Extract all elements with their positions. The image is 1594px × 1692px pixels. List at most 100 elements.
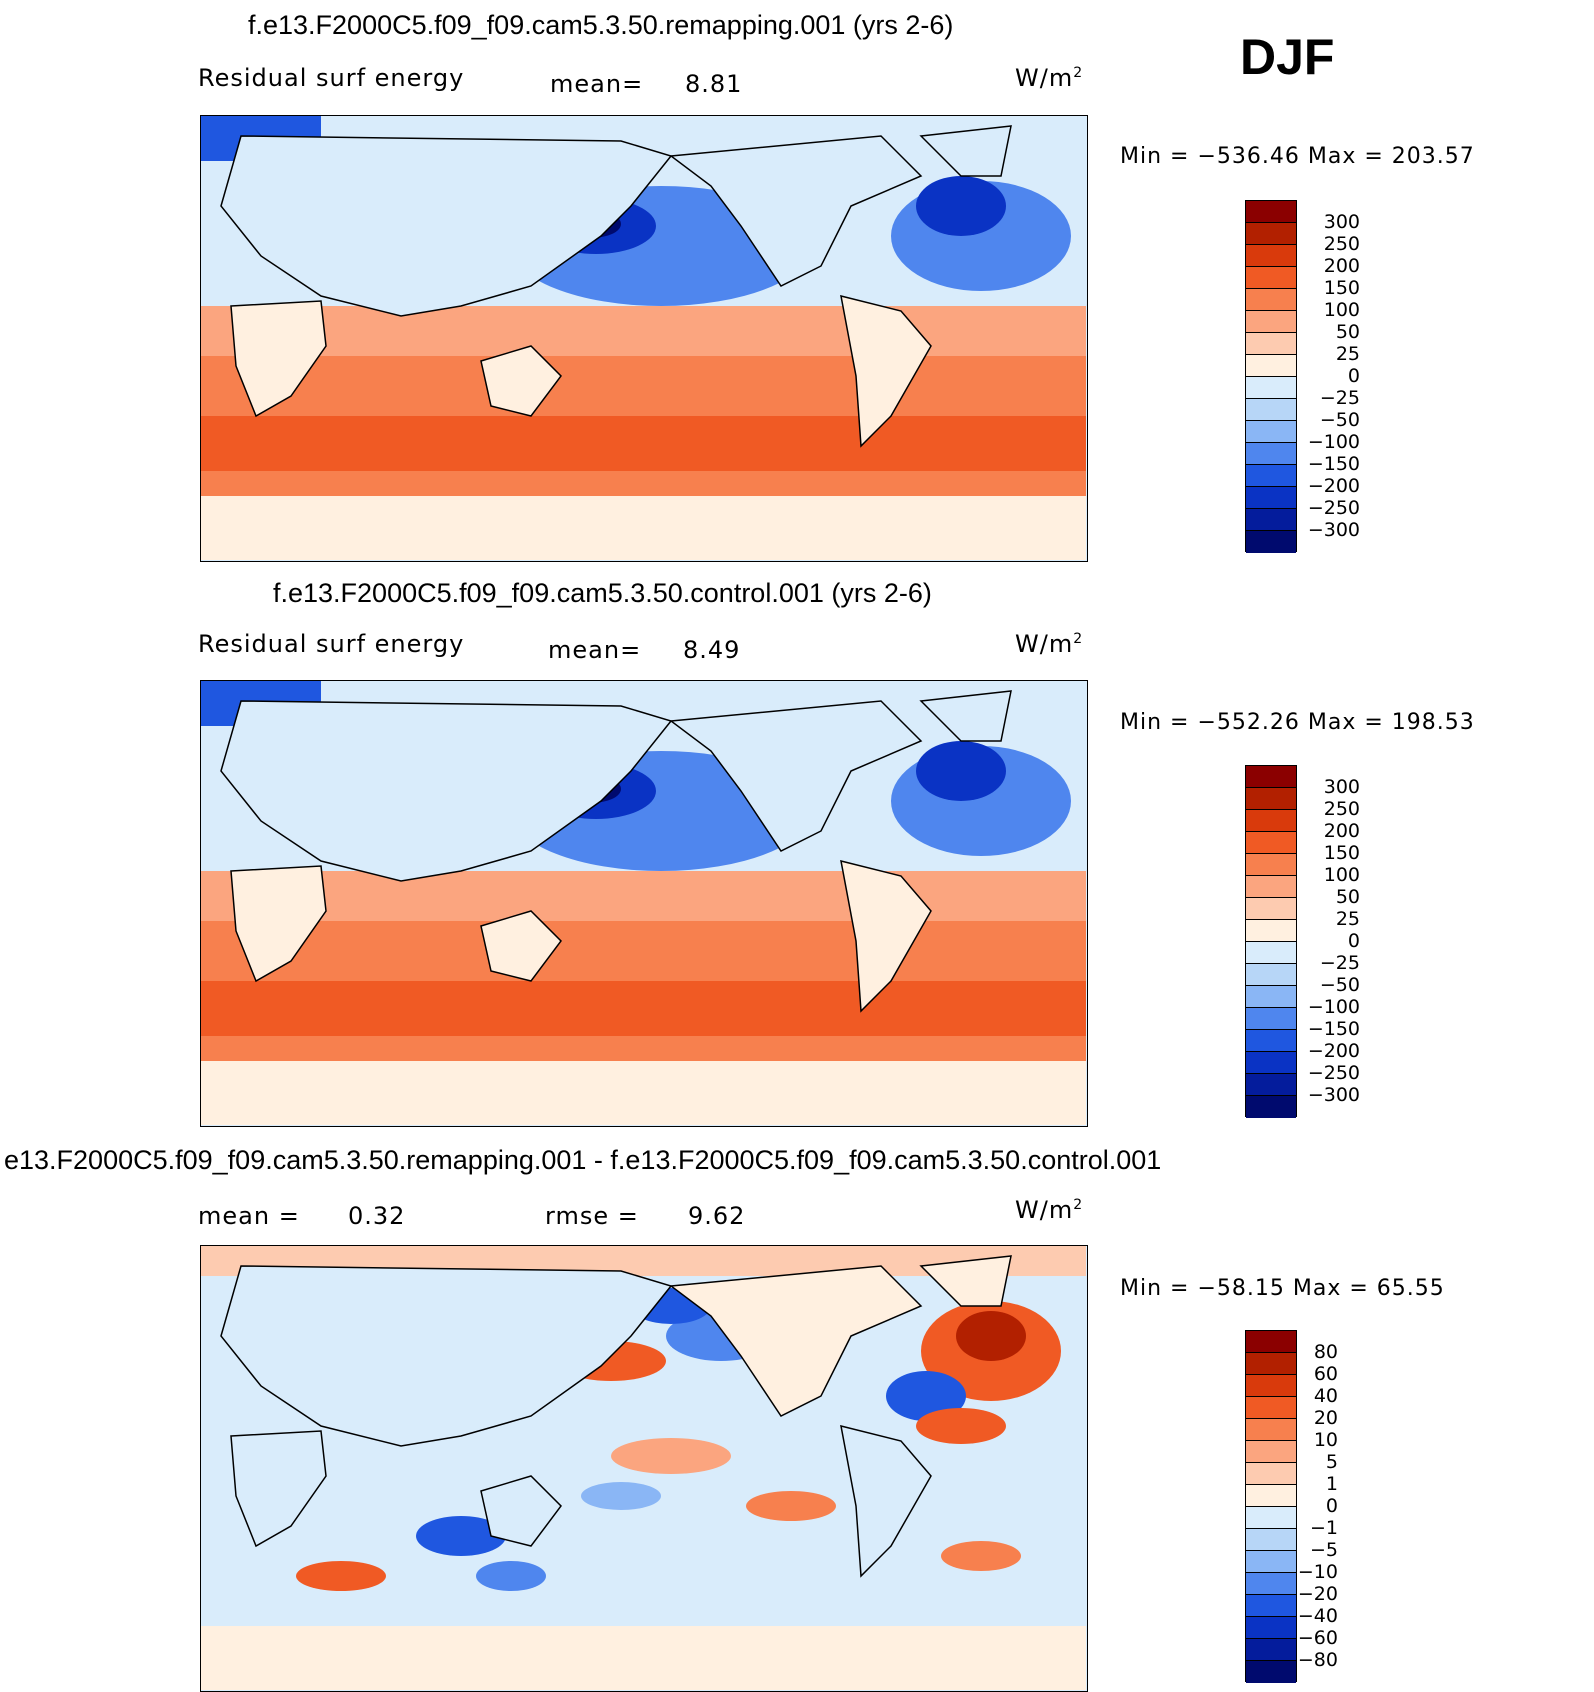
panel3-anomaly-patch [476, 1561, 546, 1591]
panel3-greenland [919, 1255, 1012, 1307]
panel1-colorbar-tick: 0 [1347, 365, 1360, 387]
panel3-colorbar-tick: 20 [1313, 1407, 1338, 1429]
panel1-colorbar-swatch [1246, 509, 1296, 531]
panel3-colorbar-swatch [1246, 1331, 1296, 1353]
panel3-colorbar-swatch [1246, 1507, 1296, 1529]
panel3-colorbar-tick: 10 [1313, 1429, 1338, 1451]
panel1-antarctica [201, 496, 1086, 560]
panel3-colorbar-tick: 60 [1313, 1363, 1338, 1385]
panel1-title: f.e13.F2000C5.f09_f09.cam5.3.50.remappin… [248, 10, 954, 40]
panel1-colorbar-swatch [1246, 531, 1296, 553]
panel3-colorbar-tick: −20 [1297, 1583, 1338, 1605]
panel2-mean-value: 8.49 [683, 636, 741, 664]
panel3-units: W/m2 [1015, 1196, 1084, 1224]
panel1-tropical-band [201, 306, 1086, 356]
panel1-colorbar-swatch [1246, 421, 1296, 443]
panel1-south-america [840, 294, 932, 448]
panel2-mean-label: mean= [548, 636, 642, 664]
panel3-map [200, 1245, 1088, 1692]
panel1-australia [480, 345, 562, 417]
panel2-colorbar-tick: 0 [1347, 930, 1360, 952]
panel1-colorbar-tick: −250 [1307, 497, 1360, 519]
panel2-colorbar-swatch [1246, 986, 1296, 1008]
panel1-colorbar-tick: −150 [1307, 453, 1360, 475]
panel1-min-max: Min = −536.46 Max = 203.57 [1120, 144, 1475, 169]
panel2-colorbar-tick: 50 [1335, 886, 1360, 908]
panel2-min-max: Min = −552.26 Max = 198.53 [1120, 710, 1475, 735]
panel1-north-america [668, 135, 923, 287]
panel3-colorbar [1245, 1330, 1297, 1683]
panel2-colorbar-swatch [1246, 920, 1296, 942]
panel1-colorbar-tick: −25 [1319, 387, 1360, 409]
panel3-colorbar-swatch [1246, 1463, 1296, 1485]
panel2-eurasia [220, 700, 673, 882]
panel1-colorbar-swatch [1246, 223, 1296, 245]
panel3-anomaly-patch [296, 1561, 386, 1591]
panel2-map [200, 680, 1088, 1127]
panel1-colorbar-swatch [1246, 377, 1296, 399]
panel3-colorbar-swatch [1246, 1661, 1296, 1683]
panel3-colorbar-swatch [1246, 1375, 1296, 1397]
panel2-colorbar-swatch [1246, 1008, 1296, 1030]
panel2-colorbar-tick: −100 [1307, 996, 1360, 1018]
panel1-colorbar-swatch [1246, 201, 1296, 223]
panel3-australia [480, 1475, 562, 1547]
panel3-anomaly-patch [416, 1516, 506, 1556]
panel2-colorbar-swatch [1246, 832, 1296, 854]
panel2-colorbar-tick: 300 [1323, 776, 1360, 798]
panel2-colorbar-swatch [1246, 942, 1296, 964]
panel1-colorbar-tick: 100 [1323, 299, 1360, 321]
panel1-colorbar-swatch [1246, 267, 1296, 289]
panel2-tropical-band [201, 871, 1086, 921]
panel3-colorbar-swatch [1246, 1595, 1296, 1617]
panel2-colorbar-swatch [1246, 1052, 1296, 1074]
panel2-colorbar-swatch [1246, 1074, 1296, 1096]
panel3-anomaly-patch [886, 1371, 966, 1421]
panel3-min-max: Min = −58.15 Max = 65.55 [1120, 1276, 1445, 1301]
panel3-colorbar-tick: −80 [1297, 1649, 1338, 1671]
panel2-colorbar-swatch [1246, 876, 1296, 898]
panel3-eurasia [220, 1265, 673, 1447]
panel1-colorbar-swatch [1246, 289, 1296, 311]
panel3-rmse-label: rmse = [545, 1202, 639, 1230]
panel3-colorbar-tick: 40 [1313, 1385, 1338, 1407]
panel2-units: W/m2 [1015, 630, 1084, 658]
panel3-anomaly-patch [581, 1482, 661, 1510]
panel3-anomaly-patch [746, 1491, 836, 1521]
panel1-colorbar-swatch [1246, 443, 1296, 465]
panel2-colorbar-swatch [1246, 1030, 1296, 1052]
panel1-gulf-stream [916, 176, 1006, 236]
panel3-colorbar-tick: −5 [1309, 1539, 1338, 1561]
panel2-colorbar-swatch [1246, 1096, 1296, 1118]
panel1-colorbar-swatch [1246, 399, 1296, 421]
panel3-colorbar-swatch [1246, 1573, 1296, 1595]
panel3-antarctica [201, 1626, 1086, 1690]
panel1-colorbar-swatch [1246, 245, 1296, 267]
panel2-title: f.e13.F2000C5.f09_f09.cam5.3.50.control.… [273, 578, 932, 608]
panel2-gulf-stream [916, 741, 1006, 801]
panel3-colorbar-swatch [1246, 1419, 1296, 1441]
panel1-colorbar-tick: 300 [1323, 211, 1360, 233]
panel1-eurasia [220, 135, 673, 317]
panel2-colorbar-swatch [1246, 788, 1296, 810]
panel3-colorbar-swatch [1246, 1485, 1296, 1507]
panel1-mean-label: mean= [550, 70, 644, 98]
panel1-colorbar-tick: 25 [1335, 343, 1360, 365]
panel2-colorbar-tick: −150 [1307, 1018, 1360, 1040]
panel3-africa [230, 1430, 327, 1548]
panel1-units: W/m2 [1015, 64, 1084, 92]
panel2-colorbar-tick: −200 [1307, 1040, 1360, 1062]
panel2-variable-label: Residual surf energy [198, 630, 465, 658]
panel1-map-svg [201, 116, 1086, 560]
panel3-colorbar-swatch [1246, 1617, 1296, 1639]
panel3-anomaly-patch [956, 1311, 1026, 1361]
panel3-colorbar-tick: −1 [1309, 1517, 1338, 1539]
panel2-southern-storm-band [201, 981, 1086, 1036]
panel3-rmse-value: 9.62 [688, 1202, 746, 1230]
panel2-colorbar [1245, 765, 1297, 1118]
panel2-south-america [840, 859, 932, 1013]
panel1-colorbar-tick: 50 [1335, 321, 1360, 343]
panel2-australia [480, 910, 562, 982]
panel3-colorbar-tick: 5 [1325, 1451, 1338, 1473]
panel3-colorbar-tick: 1 [1325, 1473, 1338, 1495]
